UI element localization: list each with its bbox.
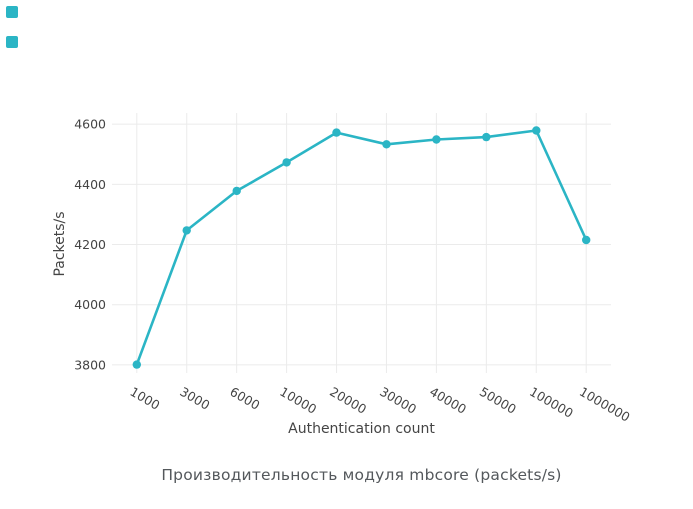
y-tick-label: 4600: [74, 117, 106, 132]
x-axis-tick-labels: 1000 3000 6000 10000 20000 30000 40000 50000 100…: [128, 384, 633, 425]
y-axis-title: Packets/s: [52, 211, 68, 276]
data-point-30000[interactable]: [382, 140, 391, 149]
y-tick-label: 4400: [74, 177, 106, 192]
x-tick-label: 100000: [527, 384, 576, 421]
data-point-1000[interactable]: [132, 360, 141, 369]
data-point-50000[interactable]: [482, 132, 491, 142]
data-point-10000[interactable]: [282, 158, 291, 167]
y-tick-label: 4200: [74, 237, 106, 252]
gridlines: [112, 113, 611, 373]
data-point-100000[interactable]: [532, 126, 541, 135]
x-tick-label: 10000: [277, 384, 319, 417]
x-axis-title: Authentication count: [288, 421, 435, 437]
series-line: [135, 129, 588, 366]
x-tick-label: 6000: [227, 384, 262, 413]
y-tick-label: 3800: [74, 357, 106, 372]
data-point-40000[interactable]: [432, 135, 441, 144]
y-axis-tick-labels: 3800 4000 4200 4400 4600: [74, 117, 106, 373]
x-tick-label: 1000: [128, 384, 163, 413]
chart-title: Производительность модуля mbcore (packet…: [161, 466, 562, 484]
teal-corner-badge-bottom: [6, 36, 18, 48]
x-tick-label: 30000: [377, 384, 419, 417]
teal-corner-badge-top: [6, 6, 18, 18]
x-tick-label: 20000: [327, 384, 369, 417]
performance-line-chart[interactable]: 3800 4000 4200 4400 4600 1000 3000 6000 10000 20…: [0, 0, 693, 460]
series-markers[interactable]: [132, 126, 591, 369]
data-point-3000[interactable]: [182, 226, 191, 235]
y-tick-label: 4000: [74, 297, 106, 312]
x-tick-label: 50000: [477, 384, 519, 417]
data-point-1000000[interactable]: [582, 235, 591, 245]
x-tick-label: 40000: [427, 384, 469, 417]
data-point-20000[interactable]: [332, 128, 341, 137]
data-point-6000[interactable]: [232, 186, 241, 196]
x-tick-label: 3000: [177, 384, 212, 413]
x-tick-label: 1000000: [577, 384, 633, 425]
